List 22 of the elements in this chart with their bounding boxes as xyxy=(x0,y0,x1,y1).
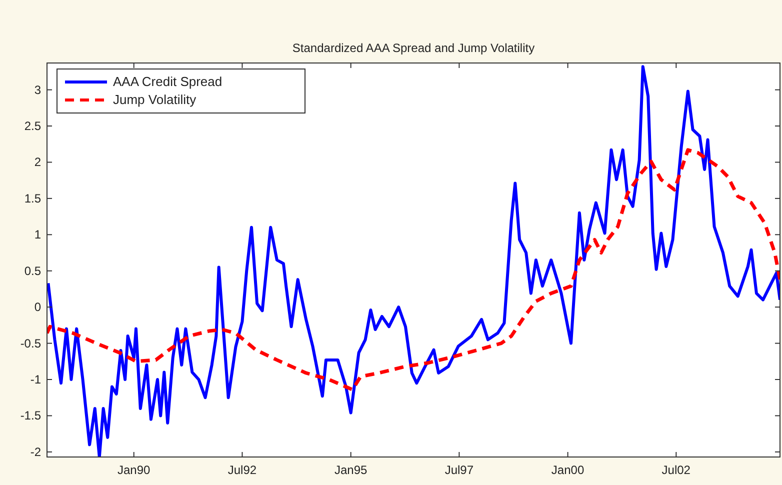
y-tick-label: -0.5 xyxy=(20,336,42,350)
x-tick-label: Jul92 xyxy=(228,463,257,477)
y-tick-label: 1.5 xyxy=(24,191,42,206)
line-series xyxy=(47,65,780,457)
y-tick-label: 0 xyxy=(34,300,42,314)
y-tick-label: 3 xyxy=(34,82,42,97)
x-tick-label: Jul97 xyxy=(444,463,474,477)
line-series xyxy=(47,148,780,392)
chart-title: Standardized AAA Spread and Jump Volatility xyxy=(292,41,535,55)
y-tick-label: 1 xyxy=(34,228,42,242)
legend-label: Jump Volatility xyxy=(113,92,197,107)
y-tick-label: -1 xyxy=(30,372,42,387)
legend-label: AAA Credit Spread xyxy=(113,74,222,89)
y-tick-label: -2 xyxy=(30,444,42,459)
y-tick-label: 2 xyxy=(34,155,42,170)
x-tick-label: Jan00 xyxy=(551,463,584,477)
x-tick-label: Jan95 xyxy=(334,463,368,477)
y-tick-label: 0.5 xyxy=(24,264,42,278)
y-tick-label: -1.5 xyxy=(20,408,42,423)
y-tick-label: 2.5 xyxy=(24,119,42,134)
x-tick-label: Jan90 xyxy=(118,463,151,477)
x-tick-label: Jul02 xyxy=(662,463,691,477)
